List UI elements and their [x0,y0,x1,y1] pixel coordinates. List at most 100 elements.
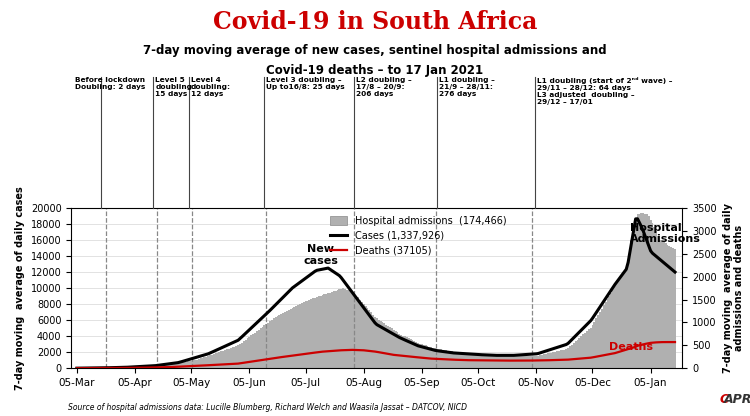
Bar [337,290,338,368]
Bar [206,357,207,368]
Bar [353,295,356,368]
Bar [299,304,301,368]
Bar [520,356,522,368]
Bar [241,343,243,368]
Bar [213,354,214,368]
Bar [548,353,550,368]
Bar [413,341,416,368]
Bar [578,338,580,368]
Bar [284,312,286,368]
Bar [308,300,310,368]
Bar [357,297,359,368]
Bar [214,353,217,368]
Bar [543,354,544,368]
Bar [326,294,327,368]
Bar [260,328,262,368]
Bar [601,309,603,368]
Bar [113,367,116,368]
Text: 7-day moving average of new cases, sentinel hospital admissions and: 7-day moving average of new cases, senti… [143,44,607,57]
Bar [402,335,404,368]
Bar [127,367,128,368]
Bar [202,358,203,368]
Bar [479,354,481,368]
Bar [278,315,280,368]
Bar [370,312,372,368]
Bar [267,322,269,368]
Bar [642,213,644,368]
Bar [143,366,146,368]
Bar [179,362,181,368]
Bar [304,301,307,368]
Bar [526,356,528,368]
Text: Level 4
doubling:
12 days: Level 4 doubling: 12 days [190,77,231,97]
Bar [511,356,513,368]
Bar [271,319,273,368]
Bar [518,356,520,368]
Bar [451,352,453,368]
Bar [192,360,194,368]
Bar [668,246,670,368]
Bar [597,315,599,368]
Bar [560,351,562,368]
Legend: Hospital admissions  (174,466), Cases (1,337,926), Deaths (37105): Hospital admissions (174,466), Cases (1,… [327,213,509,258]
Bar [224,350,226,368]
Bar [398,334,400,368]
Bar [623,272,626,368]
Text: Deaths: Deaths [609,342,653,352]
Bar [273,318,274,368]
Bar [117,367,119,368]
Bar [472,354,473,368]
Bar [160,365,162,368]
Bar [447,351,449,368]
Bar [580,336,582,368]
Bar [226,349,228,368]
Bar [532,356,533,368]
Bar [301,303,303,368]
Bar [427,346,428,368]
Bar [457,352,458,368]
Bar [659,240,661,368]
Bar [590,327,592,368]
Bar [648,216,650,368]
Bar [541,355,543,368]
Bar [502,356,503,368]
Bar [629,251,631,368]
Bar [674,249,676,368]
Bar [603,305,604,368]
Text: Covid-19 deaths – to 17 Jan 2021: Covid-19 deaths – to 17 Jan 2021 [266,64,484,77]
Bar [430,347,432,368]
Bar [644,214,646,368]
Bar [506,356,507,368]
Bar [334,291,337,368]
Bar [476,354,477,368]
Bar [151,366,153,368]
Bar [652,223,653,368]
Bar [303,302,304,368]
Bar [323,294,326,368]
Bar [522,356,524,368]
Bar [200,359,202,368]
Bar [196,360,198,368]
Bar [217,353,218,368]
Text: Before lockdown
Doubling: 2 days: Before lockdown Doubling: 2 days [75,77,145,90]
Bar [631,240,633,368]
Bar [410,339,412,368]
Bar [318,296,320,368]
Bar [340,289,342,368]
Bar [230,348,232,368]
Bar [460,352,462,368]
Bar [361,302,363,368]
Bar [442,350,443,368]
Bar [372,314,374,368]
Bar [378,320,380,368]
Bar [514,356,517,368]
Bar [262,327,263,368]
Bar [258,330,260,368]
Bar [116,367,117,368]
Bar [307,300,308,368]
Bar [342,288,344,368]
Bar [173,363,176,368]
Bar [124,367,127,368]
Bar [481,354,483,368]
Bar [391,329,393,368]
